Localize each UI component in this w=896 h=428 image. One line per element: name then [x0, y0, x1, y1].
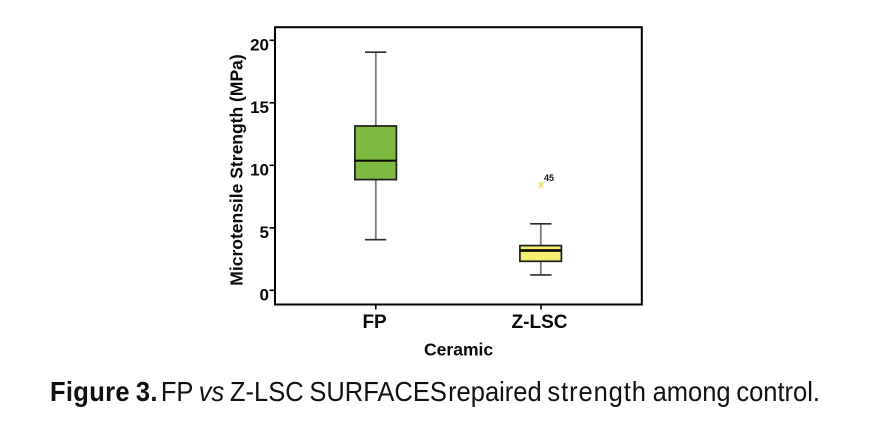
svg-text:45: 45	[544, 173, 554, 183]
svg-text:15: 15	[250, 98, 269, 117]
svg-text:Z-LSC: Z-LSC	[512, 312, 568, 333]
svg-text:Microtensile Strength (MPa): Microtensile Strength (MPa)	[227, 54, 247, 285]
svg-text:20: 20	[250, 36, 269, 55]
svg-text:FP: FP	[362, 312, 387, 333]
svg-text:5: 5	[260, 223, 269, 242]
svg-text:10: 10	[250, 161, 269, 180]
svg-text:Ceramic: Ceramic	[424, 339, 493, 359]
svg-text:0: 0	[260, 286, 269, 305]
